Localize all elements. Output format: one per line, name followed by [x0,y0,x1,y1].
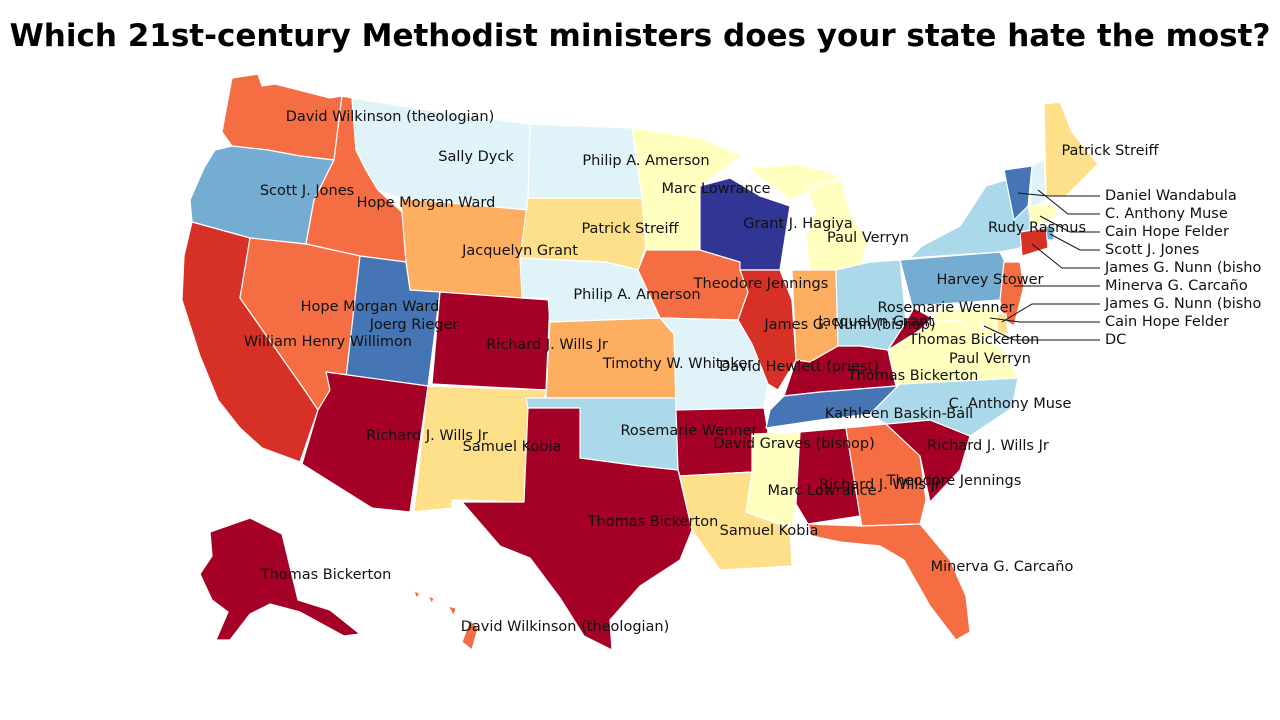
callout-label-de: James G. Nunn (bisho [1104,296,1261,312]
state-label-mn: Marc Lowrance [661,181,770,197]
state-label-mo: David Hewlett (priest) [719,359,879,375]
state-label-ne: Philip A. Amerson [573,287,700,303]
callout-label-dc: DC [1105,332,1126,348]
state-md [933,307,999,339]
state-label-nd: Philip A. Amerson [582,153,709,169]
state-label-ut: Joerg Rieger [369,317,459,333]
state-hi [413,589,479,651]
leader-line-de [1001,303,1100,323]
state-label-nv: Hope Morgan Ward [301,299,440,315]
state-label-wi: Grant J. Hagiya [743,216,853,232]
map-title: Which 21st-century Methodist ministers d… [9,18,1271,54]
leader-line-nh [1037,189,1100,215]
state-label-ca: William Henry Willimon [244,334,412,350]
state-ak [199,517,361,641]
state-label-az: Richard J. Wills Jr [366,428,488,444]
callout-label-nj: Minerva G. Carcaño [1105,278,1248,294]
state-label-sc: Richard J. Wills Jr [927,438,1049,454]
state-label-me: Patrick Streiff [1061,143,1159,159]
state-label-mt: Sally Dyck [438,149,514,165]
state-label-in: Jacquelyn Grant [817,314,934,330]
leader-line-md [989,317,1100,323]
leader-line-vt [1017,192,1100,197]
leader-line-ct [1031,243,1100,269]
callout-label-ri: Scott J. Jones [1105,242,1199,258]
state-ny [909,175,1031,259]
state-label-ga: Theodore Jennings [886,473,1022,489]
state-label-id: Hope Morgan Ward [357,195,496,211]
leader-line-ma [1039,215,1100,233]
state-label-tx: Thomas Bickerton [587,514,719,530]
callout-label-nh: C. Anthony Muse [1105,206,1228,222]
state-mi [747,163,869,273]
state-label-va: Paul Verryn [949,351,1031,367]
state-label-oh: Rosemarie Wenner [878,300,1015,316]
state-label-ky: Thomas Bickerton [847,368,979,384]
state-label-wv: Thomas Bickerton [908,332,1040,348]
state-tx [461,407,693,651]
state-nh [1029,159,1047,211]
state-label-al: Richard J. Wills Jr [819,477,941,493]
callout-label-ct: James G. Nunn (bisho [1104,260,1261,276]
state-label-nc: C. Anthony Muse [949,396,1072,412]
leader-line-ri [1049,233,1100,251]
state-al [795,427,861,525]
state-label-hi: David Wilkinson (theologian) [461,619,670,635]
state-il [737,269,797,391]
state-label-wa: David Wilkinson (theologian) [286,109,495,125]
state-label-la: Samuel Kobia [720,523,819,539]
state-label-sd: Patrick Streiff [581,221,679,237]
state-label-wy: Jacquelyn Grant [461,243,578,259]
callout-label-vt: Daniel Wandabula [1105,188,1237,204]
state-fl [807,523,971,641]
state-label-co: Richard J. Wills Jr [486,337,608,353]
state-label-pa: Harvey Stower [937,272,1044,288]
state-label-ks: Timothy W. Whitaker [602,356,753,372]
state-az [301,371,429,513]
state-label-tn: Kathleen Baskin-Ball [825,406,973,422]
state-nj [999,261,1025,327]
state-label-fl: Minerva G. Carcaño [931,559,1074,575]
state-ma [1027,203,1059,227]
state-label-ia: Theodore Jennings [693,276,829,292]
state-ct [1019,227,1049,257]
state-label-or: Scott J. Jones [260,183,354,199]
state-nc [869,377,1019,437]
state-label-ny: Rudy Rasmus [988,220,1086,236]
callout-label-ma: Cain Hope Felder [1105,224,1229,240]
state-label-nm: Samuel Kobia [463,439,562,455]
leader-line-dc [983,325,1100,341]
state-co [431,291,551,391]
callout-label-md: Cain Hope Felder [1105,314,1229,330]
state-label-ok: Rosemarie Wenner [621,423,758,439]
state-label-il: James G. Nunn (bishop) [763,317,935,333]
state-label-ar: David Graves (bishop) [713,436,875,452]
state-label-ak: Thomas Bickerton [260,567,392,583]
state-label-ms: Marc Lowrance [767,483,876,499]
state-label-mi: Paul Verryn [827,230,909,246]
state-wv [887,307,933,351]
